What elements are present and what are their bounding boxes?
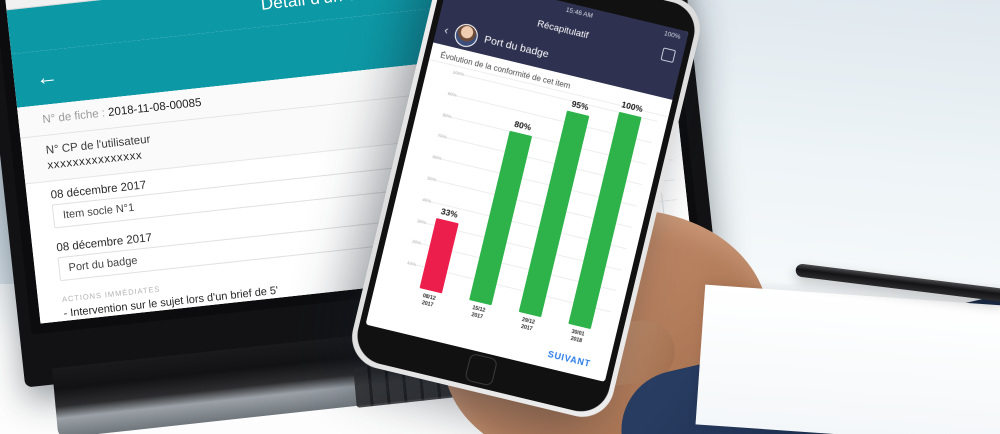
back-button[interactable]: ←: [34, 63, 60, 91]
x-axis-label: 29/12 2017: [520, 316, 536, 332]
next-button[interactable]: SUIVANT: [546, 348, 592, 369]
x-axis-label: 08/12 2017: [421, 293, 437, 309]
user-avatar[interactable]: [452, 21, 481, 49]
paper-sheet: [695, 284, 1000, 434]
phone-nav-title: Récapitulatif: [536, 18, 590, 42]
list-icon[interactable]: [660, 47, 677, 64]
chevron-left-icon[interactable]: ‹: [442, 22, 451, 38]
bar-value-label: 80%: [513, 118, 533, 133]
chart-bar[interactable]: [469, 130, 533, 306]
chart-bar[interactable]: [419, 218, 459, 294]
battery-icon: 100%: [663, 30, 682, 41]
arrow-left-icon[interactable]: ←: [14, 0, 31, 3]
x-axis-label: 30/01 2018: [570, 328, 585, 344]
page-title: Détail d'un contrôle: [260, 0, 410, 15]
bar-value-label: 33%: [439, 206, 459, 220]
fiche-value: 2018-11-08-00085: [107, 96, 203, 119]
bar-value-label: 95%: [570, 98, 590, 113]
x-axis-label: 15/12 2017: [470, 305, 486, 321]
fiche-label: N° de fiche :: [41, 107, 106, 127]
conformity-bar-chart: 100% 90% 80% 70% 60% 50% 40% 30% 20% 10% 33% 80% 95…: [372, 67, 661, 370]
